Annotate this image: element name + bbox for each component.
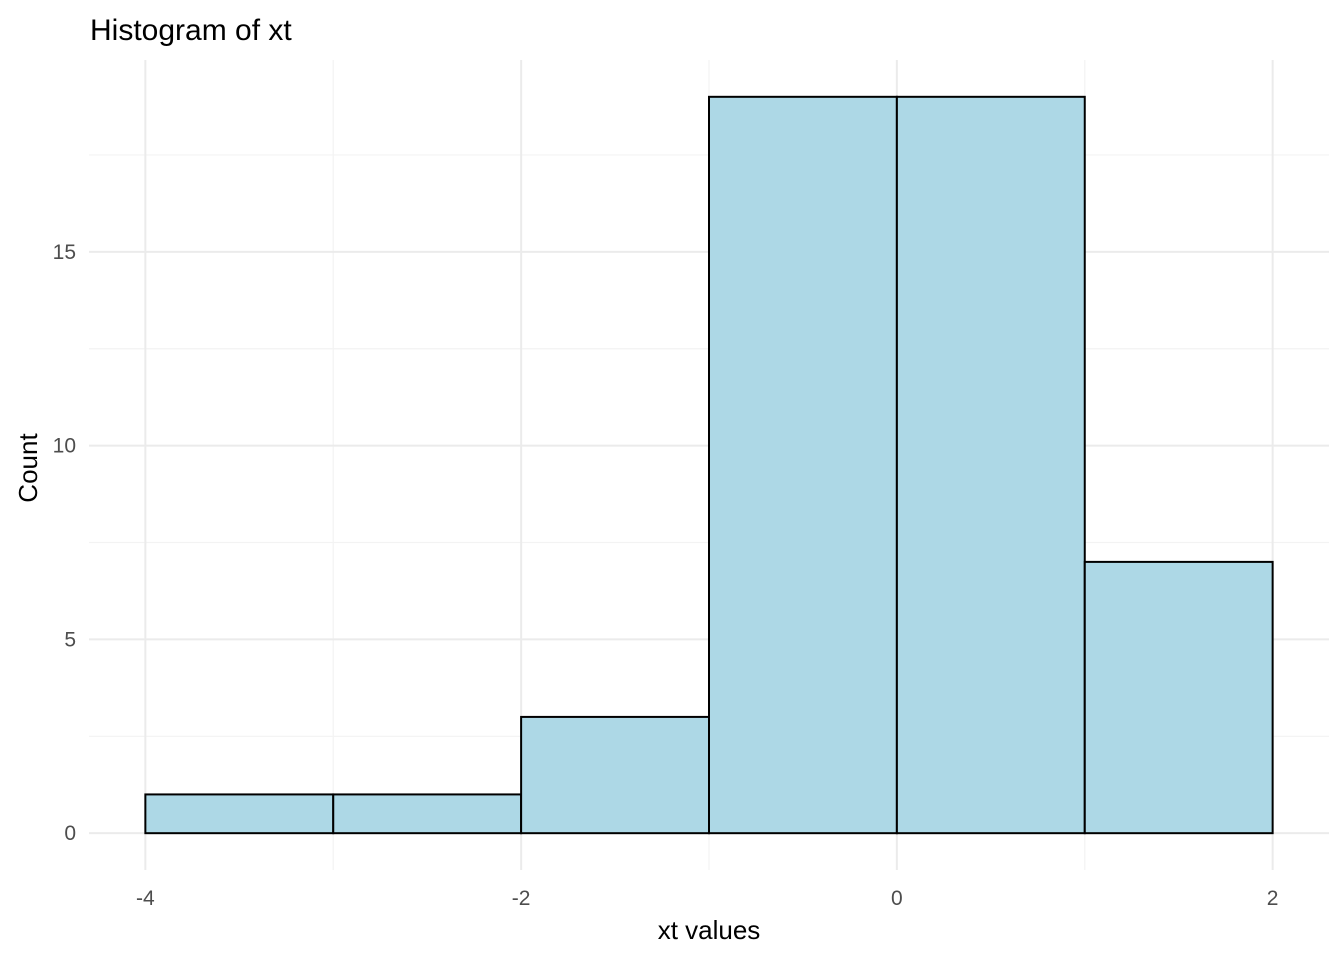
- x-tick-label: 0: [891, 887, 903, 910]
- histogram-bar: [708, 95, 898, 835]
- histogram-bar: [520, 715, 710, 835]
- y-tick-label: 5: [64, 628, 76, 651]
- x-tick-label: 2: [1267, 887, 1279, 910]
- histogram-bar: [332, 793, 523, 835]
- x-axis-ticks: -4 -2 0 2: [136, 887, 1278, 910]
- y-tick-label: 10: [53, 435, 76, 458]
- y-tick-label: 0: [64, 822, 76, 845]
- chart-title: Histogram of xt: [90, 14, 292, 47]
- x-axis-label: xt values: [658, 915, 761, 945]
- histogram-bar: [1083, 560, 1274, 835]
- y-tick-label: 15: [53, 241, 76, 264]
- x-tick-label: -4: [136, 887, 155, 910]
- histogram-bars: [144, 95, 1274, 835]
- histogram-bar: [895, 95, 1086, 835]
- y-axis-ticks: 0 5 10 15: [53, 241, 76, 845]
- histogram-bar: [144, 793, 335, 835]
- x-tick-label: -2: [512, 887, 531, 910]
- y-axis-label: Count: [13, 433, 43, 503]
